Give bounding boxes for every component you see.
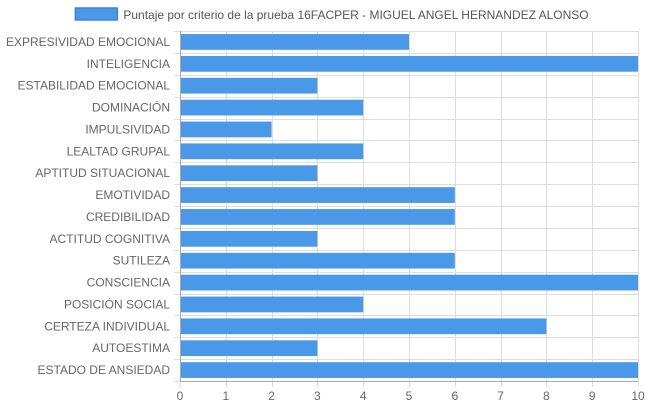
x-tick-label: 2 bbox=[268, 389, 275, 403]
category-label: EMOTIVIDAD bbox=[95, 188, 170, 202]
category-label: POSICIÓN SOCIAL bbox=[64, 296, 170, 311]
category-label: SUTILEZA bbox=[113, 254, 170, 268]
x-tick-label: 3 bbox=[314, 389, 321, 403]
bar[interactable] bbox=[180, 252, 455, 269]
bar[interactable] bbox=[180, 55, 638, 72]
bar[interactable] bbox=[180, 274, 638, 291]
bar[interactable] bbox=[180, 165, 318, 182]
bars bbox=[180, 34, 638, 378]
axes bbox=[180, 31, 638, 382]
bar[interactable] bbox=[180, 230, 318, 247]
bar[interactable] bbox=[180, 77, 318, 94]
category-label: CONSCIENCIA bbox=[87, 276, 170, 290]
category-axis-labels: EXPRESIVIDAD EMOCIONAL INTELIGENCIA ESTABI… bbox=[6, 35, 170, 377]
x-tick-label: 1 bbox=[222, 389, 229, 403]
x-tick-label: 7 bbox=[497, 389, 504, 403]
bar[interactable] bbox=[180, 296, 364, 313]
x-tick-label: 4 bbox=[360, 389, 367, 403]
x-tick-label: 9 bbox=[589, 389, 596, 403]
bar[interactable] bbox=[180, 209, 455, 225]
x-tick-label: 0 bbox=[177, 389, 184, 403]
bar[interactable] bbox=[180, 143, 364, 160]
grid-lines bbox=[174, 31, 639, 387]
bar[interactable] bbox=[180, 362, 638, 378]
category-label: INTELIGENCIA bbox=[87, 57, 170, 71]
bar[interactable] bbox=[180, 340, 318, 357]
category-label: CERTEZA INDIVIDUAL bbox=[44, 319, 170, 333]
category-label: DOMINACIÓN bbox=[92, 100, 170, 115]
category-label: ESTADO DE ANSIEDAD bbox=[38, 363, 171, 377]
value-axis-labels: 0 1 2 3 4 5 6 7 8 9 10 bbox=[177, 389, 645, 403]
category-label: EXPRESIVIDAD EMOCIONAL bbox=[6, 35, 170, 49]
legend-swatch bbox=[74, 7, 119, 21]
bar[interactable] bbox=[180, 318, 547, 335]
category-label: APTITUD SITUACIONAL bbox=[35, 166, 170, 180]
bar[interactable] bbox=[180, 34, 409, 50]
category-label: CREDIBILIDAD bbox=[86, 210, 170, 224]
bar[interactable] bbox=[180, 99, 364, 116]
category-label: LEALTAD GRUPAL bbox=[67, 144, 171, 158]
category-label: IMPULSIVIDAD bbox=[85, 122, 170, 136]
bar[interactable] bbox=[180, 187, 455, 203]
bar[interactable] bbox=[180, 121, 272, 138]
x-tick-label: 10 bbox=[631, 389, 645, 403]
chart-legend[interactable]: Puntaje por criterio de la prueba 16FACP… bbox=[74, 7, 589, 22]
x-tick-label: 5 bbox=[406, 389, 413, 403]
x-tick-label: 8 bbox=[543, 389, 550, 403]
category-label: AUTOESTIMA bbox=[92, 341, 170, 355]
category-label: ACTITUD COGNITIVA bbox=[50, 232, 170, 246]
category-label: ESTABILIDAD EMOCIONAL bbox=[18, 79, 171, 93]
x-tick-label: 6 bbox=[451, 389, 458, 403]
legend-series-label: Puntaje por criterio de la prueba 16FACP… bbox=[123, 8, 588, 22]
